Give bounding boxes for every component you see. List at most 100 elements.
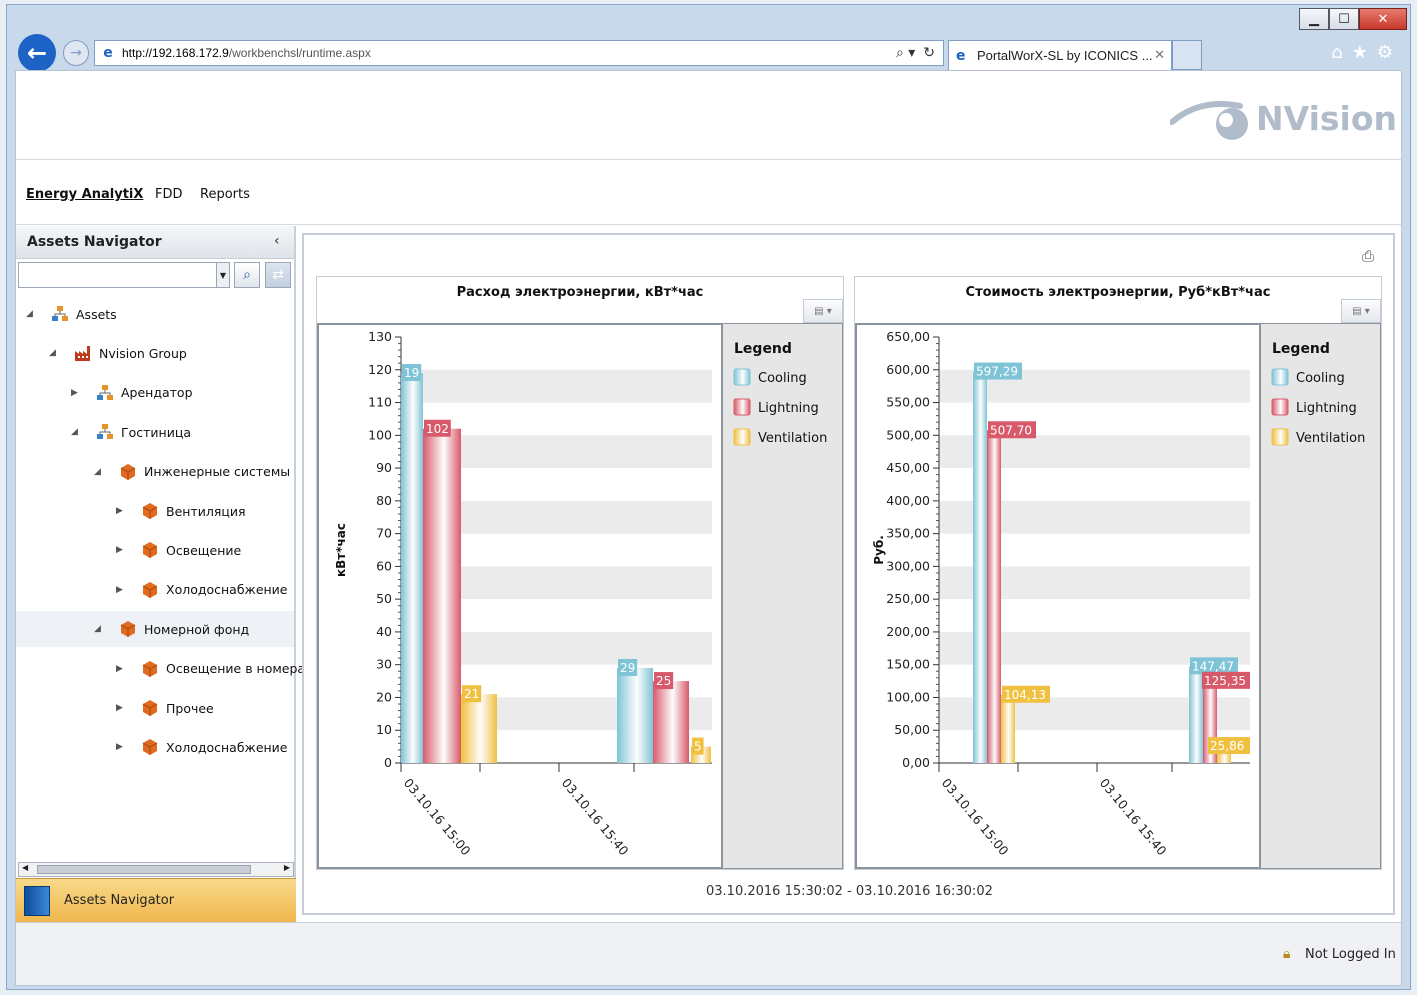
tree-item[interactable]: ▶ Холодоснабжение — [16, 729, 294, 765]
collapsed-triangle-icon[interactable]: ▶ — [116, 742, 123, 753]
close-button[interactable]: ✕ — [1359, 8, 1407, 30]
asset-search-input[interactable] — [18, 262, 230, 288]
bar — [987, 430, 1001, 763]
y-tick-label: 90 — [376, 460, 392, 475]
y-tick-label: 450,00 — [886, 460, 930, 475]
settings-gear-icon[interactable]: ⚙ — [1376, 42, 1393, 63]
scroll-right-icon[interactable]: ▶ — [283, 863, 290, 872]
tab-close-icon[interactable]: ✕ — [1154, 48, 1165, 63]
data-label: 597,29 — [976, 365, 1018, 379]
tree-item[interactable]: ◢ Assets — [16, 296, 294, 332]
login-status[interactable]: Not Logged In — [1305, 947, 1396, 962]
y-tick-label: 20 — [376, 689, 392, 704]
menu-energy-analytix[interactable]: Energy AnalytiX — [26, 187, 144, 202]
back-button[interactable]: ← — [18, 34, 56, 72]
menu-fdd[interactable]: FDD — [155, 187, 183, 202]
data-label-bg — [618, 658, 638, 676]
data-label-bg — [692, 737, 704, 755]
y-tick-label: 150,00 — [886, 657, 930, 672]
navigator-title: Assets Navigator — [27, 234, 162, 250]
expanded-triangle-icon[interactable]: ◢ — [26, 309, 33, 319]
url-text[interactable]: http://192.168.172.9/workbenchsl/runtime… — [122, 46, 371, 60]
collapsed-triangle-icon[interactable]: ▶ — [116, 703, 123, 713]
tree-item[interactable]: ▶ Прочее — [16, 690, 294, 726]
data-label: 125,35 — [1204, 674, 1246, 688]
export-button[interactable]: ▤ ▾ — [803, 299, 843, 323]
tree-item[interactable]: ◢ Инженерные системы — [16, 454, 294, 490]
data-label: 25,86 — [1210, 739, 1244, 753]
navigator-footer-tab[interactable]: Assets Navigator — [16, 878, 296, 923]
y-tick-label: 110 — [368, 395, 392, 410]
chevron-down-icon: ▼ — [219, 270, 227, 280]
legend-swatch — [733, 428, 751, 446]
cost-chart: 0,00 50,00 100,00 150,00 200,00 250,00 300,00 3… — [855, 323, 1381, 869]
expanded-triangle-icon[interactable]: ◢ — [49, 348, 56, 359]
expanded-triangle-icon[interactable]: ◢ — [94, 624, 101, 635]
chart-card-consumption: Расход электроэнергии, кВт*час ▤ ▾ 0 10 20… — [316, 276, 844, 870]
arrow-left-icon: ← — [26, 39, 48, 67]
status-bar — [16, 922, 1401, 985]
tab-title: PortalWorX-SL by ICONICS ... — [977, 48, 1153, 63]
lock-icon: 🔒︎ — [1283, 946, 1291, 962]
y-tick-label: 30 — [376, 657, 392, 672]
print-icon[interactable]: ⎙ — [1362, 247, 1375, 265]
sync-arrows-icon: ⇄ — [272, 267, 284, 283]
tree-item[interactable]: ▶ Освещение в номерах — [16, 651, 312, 687]
tree-item[interactable]: ◢ Номерной фонд — [16, 611, 294, 648]
favorites-star-icon[interactable]: ★ — [1351, 42, 1368, 63]
browser-tab[interactable]: e PortalWorX-SL by ICONICS ... ✕ — [948, 40, 1172, 70]
collapsed-triangle-icon[interactable]: ▶ — [116, 506, 123, 516]
collapsed-triangle-icon[interactable]: ▶ — [116, 545, 123, 556]
export-button[interactable]: ▤ ▾ — [1341, 299, 1381, 323]
y-tick-label: 130 — [368, 329, 392, 344]
bar — [423, 428, 461, 763]
book-icon — [24, 886, 50, 916]
collapse-chevron-icon[interactable]: ‹ — [274, 233, 280, 249]
cube-icon — [142, 581, 158, 598]
legend-label: Cooling — [758, 371, 807, 386]
refresh-icon[interactable]: ↻ — [923, 45, 935, 61]
tree-item[interactable]: ▶ Вентиляция — [16, 493, 294, 529]
cube-icon — [142, 700, 158, 716]
y-tick-label: 400,00 — [886, 493, 930, 508]
collapsed-triangle-icon[interactable]: ▶ — [116, 584, 123, 595]
assets-icon — [97, 384, 113, 400]
address-bar[interactable]: e http://192.168.172.9/workbenchsl/runti… — [94, 40, 944, 66]
data-label-bg — [424, 419, 451, 437]
home-icon[interactable]: ⌂ — [1331, 42, 1343, 63]
y-tick-label: 70 — [376, 526, 392, 541]
tree-item-label: Гостиница — [121, 424, 192, 440]
tree-item[interactable]: ▶ Арендатор — [16, 375, 294, 411]
tree-item[interactable]: ◢ Nvision Group — [16, 335, 294, 371]
sync-button[interactable]: ⇄ — [265, 262, 291, 288]
scroll-left-icon[interactable]: ◀ — [22, 863, 29, 872]
data-label-bg — [654, 672, 674, 690]
legend-swatch — [733, 398, 751, 416]
y-tick-label: 40 — [376, 624, 392, 639]
search-dropdown-button[interactable]: ▼ — [216, 262, 230, 288]
maximize-button[interactable]: ☐ — [1329, 8, 1359, 30]
y-tick-label: 250,00 — [886, 591, 930, 606]
scrollbar-thumb[interactable] — [37, 865, 251, 874]
browser-toolbar: ⌂ ★ ⚙ — [1331, 42, 1393, 63]
expanded-triangle-icon[interactable]: ◢ — [94, 466, 101, 477]
tree-item[interactable]: ▶ Холодоснабжение — [16, 572, 294, 608]
tree-item[interactable]: ◢ Гостиница — [16, 414, 294, 450]
new-tab-button[interactable] — [1172, 40, 1202, 70]
minimize-button[interactable]: ▁ — [1299, 8, 1329, 30]
search-dropdown-icon[interactable]: ⌕ ▾ — [895, 45, 916, 61]
chart-card-cost: Стоимость электроэнергии, Руб*кВт*час ▤ … — [854, 276, 1382, 870]
bar — [653, 681, 689, 763]
cube-icon — [120, 621, 136, 638]
find-button[interactable]: ⌕ — [234, 262, 260, 288]
export-icon: ▤ ▾ — [814, 305, 832, 317]
forward-button[interactable]: → — [63, 40, 89, 66]
collapsed-triangle-icon[interactable]: ▶ — [116, 663, 123, 674]
tree-item[interactable]: ▶ Освещение — [16, 532, 294, 568]
navigator-footer-label: Assets Navigator — [64, 893, 175, 908]
y-tick-label: 650,00 — [886, 329, 930, 344]
expanded-triangle-icon[interactable]: ◢ — [71, 427, 78, 438]
horizontal-scrollbar[interactable]: ◀ ▶ — [18, 862, 294, 877]
menu-reports[interactable]: Reports — [200, 187, 250, 202]
collapsed-triangle-icon[interactable]: ▶ — [71, 387, 78, 398]
